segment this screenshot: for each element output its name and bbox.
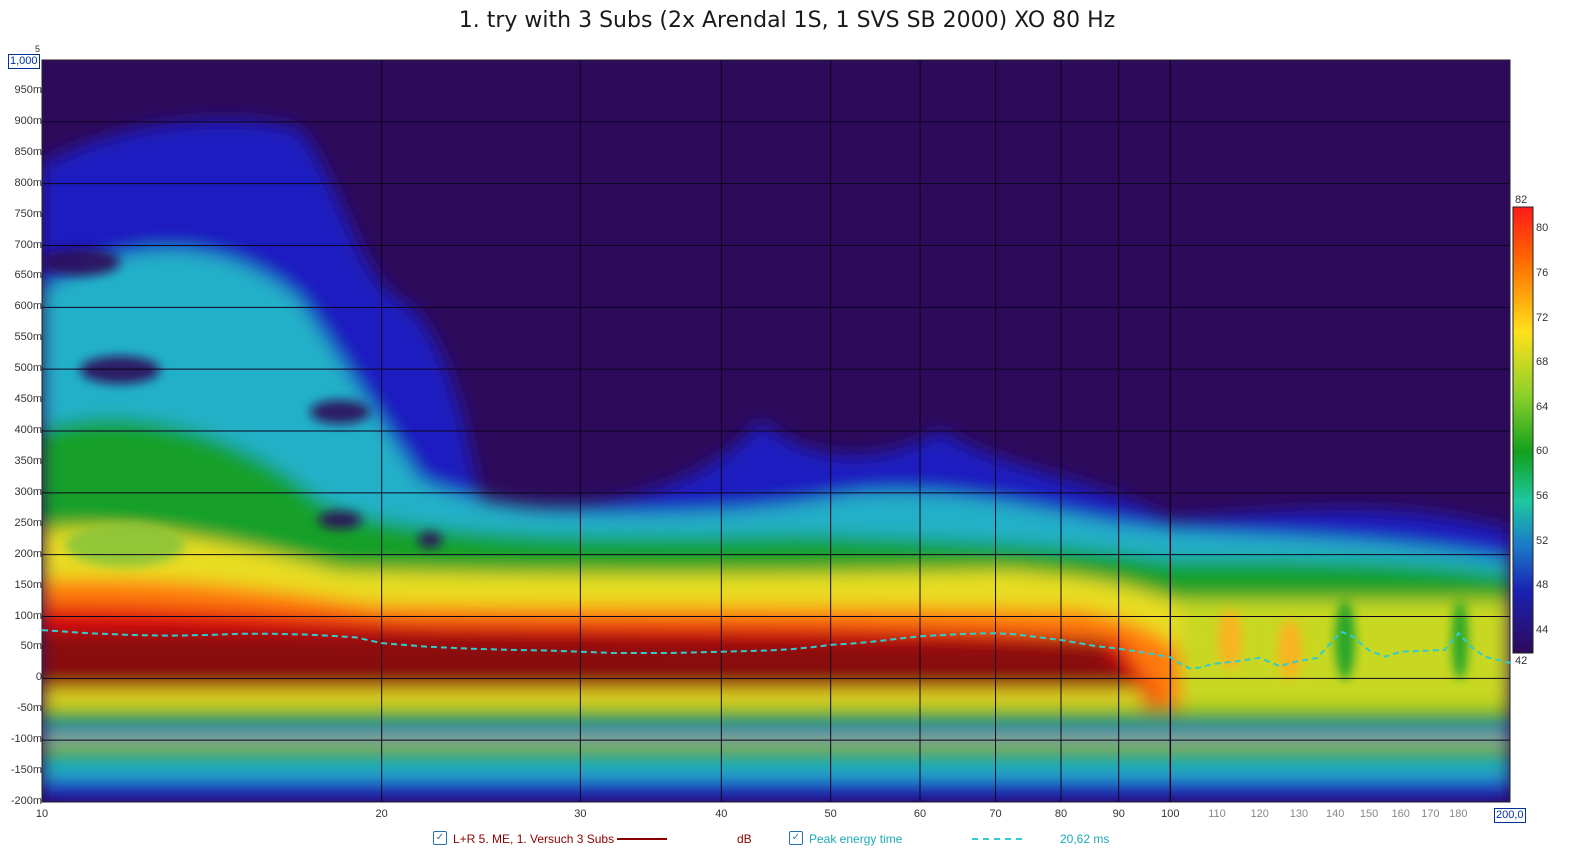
legend-series2-value: 20,62 ms: [1060, 832, 1110, 846]
y-axis-max-box[interactable]: 1,000: [8, 54, 40, 69]
y-tick-label: 800m: [14, 176, 42, 189]
y-tick-label: 650m: [14, 269, 42, 282]
y-tick-label: 100m: [14, 609, 42, 622]
y-tick-label: 850m: [14, 145, 42, 158]
x-tick-label: 80: [1054, 808, 1068, 820]
x-tick-label: 160: [1391, 808, 1410, 820]
legend-checkbox-series1[interactable]: ✓: [433, 831, 447, 845]
x-tick-label: 100: [1161, 808, 1180, 820]
y-tick-label: 350m: [14, 454, 42, 467]
colorbar-tick-label: 72: [1536, 311, 1549, 324]
y-tick-label: 600m: [14, 300, 42, 313]
legend-checkbox-series2[interactable]: ✓: [789, 831, 803, 845]
spectrogram-heat: [42, 120, 1510, 801]
y-tick-label: 700m: [14, 238, 42, 251]
colorbar-tick-label: 42: [1515, 655, 1528, 667]
colorbar-tick-label: 52: [1536, 534, 1549, 547]
x-tick-label: 130: [1289, 808, 1309, 820]
y-tick-label: 750m: [14, 207, 42, 220]
chart-title: 1. try with 3 Subs (2x Arendal 1S, 1 SVS…: [458, 8, 1116, 33]
x-tick-label: 50: [824, 808, 837, 820]
x-axis-max-box[interactable]: 200,0: [1494, 808, 1526, 823]
heat-core: [42, 630, 1140, 690]
x-tick-label: 30: [574, 808, 587, 820]
x-tick-label: 20: [375, 808, 388, 820]
y-tick-label: -50m: [16, 702, 42, 715]
y-tick-label: 250m: [14, 516, 42, 529]
x-tick-label: 40: [715, 808, 728, 820]
x-tick-label: 60: [913, 808, 927, 820]
colorbar-tick-label: 80: [1536, 222, 1549, 235]
x-tick-label: 70: [989, 808, 1002, 820]
y-tick-label: 0: [35, 671, 42, 684]
colorbar-tick-label: 56: [1536, 489, 1549, 502]
y-tick-label: 200m: [14, 547, 42, 560]
colorbar-tick-label: 82: [1515, 194, 1528, 206]
x-tick-label: 180: [1449, 808, 1468, 820]
plot-frame: [41, 59, 1511, 803]
y-tick-label: -200m: [10, 795, 42, 807]
y-tick-label: 400m: [14, 424, 42, 436]
colorbar-tick-label: 76: [1536, 266, 1549, 279]
legend-series1-label: L+R 5. ME, 1. Versuch 3 Subs: [453, 832, 615, 846]
x-tick-label: 170: [1421, 808, 1440, 820]
colorbar-tick-label: 68: [1536, 356, 1549, 369]
x-tick-label: 90: [1112, 808, 1125, 820]
y-tick-label: 50m: [20, 640, 42, 653]
legend-series2-label: Peak energy time: [809, 832, 903, 846]
y-tick-label: 150m: [14, 578, 42, 591]
colorbar-tick-label: 48: [1536, 579, 1549, 592]
colorbar-tick-label: 64: [1536, 400, 1549, 413]
y-tick-label: 450m: [14, 393, 42, 406]
legend-series1-swatch: [617, 838, 667, 840]
y-tick-label: 300m: [14, 485, 42, 498]
colorbar-tick-label: 44: [1536, 623, 1549, 636]
y-tick-label: -100m: [10, 733, 42, 746]
y-axis-top-marker: 5: [35, 44, 41, 54]
y-tick-label: 950m: [14, 83, 42, 96]
legend: ✓ L+R 5. ME, 1. Versuch 3 Subs dB ✓ Peak…: [0, 830, 1574, 850]
legend-series1-unit: dB: [737, 832, 752, 846]
y-tick-label: 500m: [14, 362, 42, 375]
x-tick-label: 120: [1250, 808, 1269, 820]
legend-series2-swatch: [972, 838, 1022, 840]
colorbar: [1512, 206, 1534, 654]
colorbar-tick-label: 60: [1536, 445, 1549, 458]
x-tick-label: 150: [1359, 808, 1379, 820]
x-tick-label: 10: [35, 808, 49, 820]
x-tick-label: 140: [1326, 808, 1345, 820]
x-tick-label: 110: [1208, 808, 1226, 820]
peak-energy-time-line: [41, 629, 1511, 670]
y-tick-label: -150m: [10, 764, 42, 777]
y-tick-label: 550m: [14, 331, 42, 344]
y-tick-label: 900m: [14, 114, 42, 127]
